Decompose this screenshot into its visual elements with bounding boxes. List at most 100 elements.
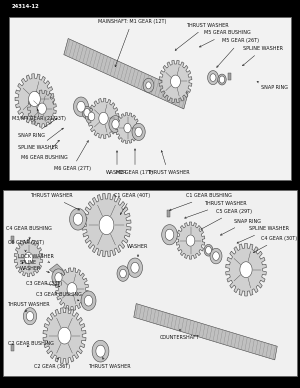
Polygon shape (92, 340, 109, 362)
Polygon shape (84, 295, 93, 306)
Text: THRUST WASHER: THRUST WASHER (184, 201, 247, 218)
Polygon shape (77, 101, 85, 112)
Polygon shape (55, 273, 62, 282)
Text: C2 GEAR BUSHING: C2 GEAR BUSHING (8, 341, 53, 347)
Polygon shape (218, 74, 226, 85)
Polygon shape (96, 345, 105, 357)
Polygon shape (58, 327, 71, 344)
Polygon shape (56, 268, 88, 310)
Polygon shape (162, 225, 177, 245)
Polygon shape (28, 90, 56, 127)
Polygon shape (99, 215, 114, 235)
Polygon shape (67, 283, 77, 295)
Polygon shape (52, 269, 65, 286)
Bar (11, 344, 14, 351)
Text: SNAP RING: SNAP RING (18, 118, 57, 138)
Text: M2 GEAR (17T): M2 GEAR (17T) (116, 149, 154, 175)
Polygon shape (165, 229, 174, 240)
Text: M5 GEAR (26T): M5 GEAR (26T) (217, 38, 259, 68)
Polygon shape (15, 74, 54, 124)
Polygon shape (50, 264, 63, 275)
Text: C1 GEAR BUSHING: C1 GEAR BUSHING (169, 194, 232, 211)
Text: SPLINE WASHER: SPLINE WASHER (18, 128, 63, 150)
Text: SNAP RING: SNAP RING (220, 219, 261, 235)
Polygon shape (134, 303, 277, 360)
Text: C2 GEAR (36T): C2 GEAR (36T) (34, 358, 70, 369)
Text: WASHER: WASHER (127, 244, 149, 256)
Polygon shape (131, 262, 139, 273)
Polygon shape (143, 78, 154, 92)
Polygon shape (99, 112, 108, 125)
Text: C6 GEAR (26T): C6 GEAR (26T) (8, 240, 44, 252)
Bar (11, 236, 14, 242)
Text: THRUST WASHER: THRUST WASHER (147, 151, 189, 175)
Polygon shape (210, 248, 222, 264)
Text: C4 GEAR BUSHING: C4 GEAR BUSHING (6, 227, 52, 239)
Text: SNAP RING: SNAP RING (257, 81, 288, 90)
Text: 24314-12: 24314-12 (12, 4, 40, 9)
Polygon shape (82, 106, 92, 119)
Text: M3/M4 GEAR (21/23T): M3/M4 GEAR (21/23T) (12, 109, 66, 121)
Polygon shape (206, 246, 212, 254)
Polygon shape (124, 123, 131, 133)
Polygon shape (29, 92, 40, 106)
Polygon shape (135, 127, 142, 137)
Polygon shape (204, 244, 213, 256)
Polygon shape (38, 103, 46, 114)
Polygon shape (109, 116, 122, 133)
Polygon shape (23, 308, 37, 325)
Polygon shape (219, 76, 225, 83)
Polygon shape (116, 113, 140, 144)
Text: THRUST WASHER: THRUST WASHER (8, 302, 50, 312)
Bar (0, 0, 300, 14)
Polygon shape (240, 262, 252, 277)
Polygon shape (88, 112, 95, 121)
Polygon shape (84, 109, 90, 116)
Text: SPLINE WASHER: SPLINE WASHER (242, 46, 283, 66)
Polygon shape (14, 239, 43, 277)
Text: C1 GEAR (40T): C1 GEAR (40T) (114, 194, 150, 215)
Polygon shape (117, 266, 129, 281)
Polygon shape (74, 97, 88, 116)
Polygon shape (24, 253, 33, 263)
Polygon shape (128, 258, 142, 277)
Polygon shape (64, 38, 188, 109)
Text: THRUST WASHER: THRUST WASHER (30, 194, 80, 210)
Polygon shape (159, 60, 192, 103)
Polygon shape (88, 98, 119, 139)
Polygon shape (74, 213, 82, 225)
Polygon shape (208, 71, 218, 85)
Text: MAINSHAFT: M1 GEAR (12T): MAINSHAFT: M1 GEAR (12T) (98, 19, 166, 67)
Text: WASHER: WASHER (106, 151, 128, 175)
Polygon shape (176, 222, 205, 259)
Polygon shape (43, 308, 86, 364)
Text: SPLINE
WASHER: SPLINE WASHER (20, 260, 50, 273)
Bar (228, 73, 231, 80)
Polygon shape (213, 252, 219, 260)
Polygon shape (81, 291, 96, 310)
Text: THRUST WASHER: THRUST WASHER (88, 358, 131, 369)
Text: COUNTERSHAFT: COUNTERSHAFT (160, 329, 200, 340)
Polygon shape (26, 312, 34, 321)
Bar (9, 17, 291, 180)
Polygon shape (85, 109, 98, 124)
Polygon shape (210, 74, 216, 81)
Text: C3 GEAR BUSHING: C3 GEAR BUSHING (36, 293, 82, 301)
Text: LOCK WASHER: LOCK WASHER (18, 254, 54, 263)
Text: M6 GEAR BUSHING: M6 GEAR BUSHING (21, 140, 68, 159)
Polygon shape (132, 123, 145, 140)
Text: M5 GEAR BUSHING: M5 GEAR BUSHING (200, 31, 251, 47)
Text: M6 GEAR (27T): M6 GEAR (27T) (53, 140, 91, 171)
Polygon shape (82, 193, 131, 257)
Text: C3 GEAR (33T): C3 GEAR (33T) (26, 281, 62, 287)
Polygon shape (146, 82, 151, 89)
Polygon shape (112, 120, 119, 129)
Polygon shape (120, 269, 126, 278)
Bar (3, 190, 297, 376)
Text: SPLINE WASHER: SPLINE WASHER (237, 227, 289, 243)
Polygon shape (70, 208, 86, 230)
Bar (167, 210, 170, 217)
Polygon shape (186, 235, 195, 246)
Text: C4 GEAR (30T): C4 GEAR (30T) (254, 236, 297, 253)
Polygon shape (226, 243, 266, 296)
